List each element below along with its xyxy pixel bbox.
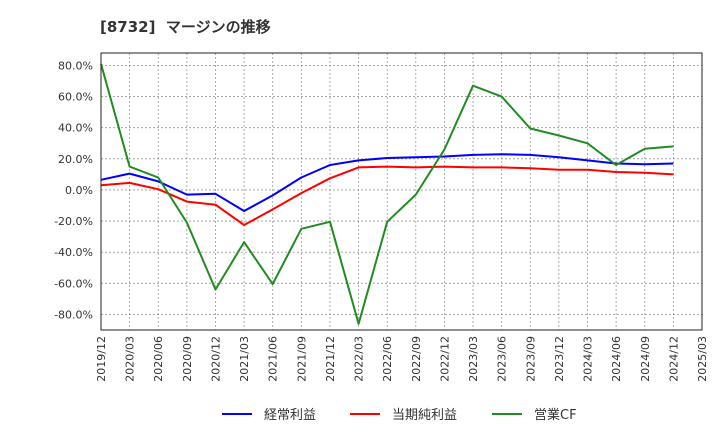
x-tick-label: 2020/03 bbox=[124, 336, 137, 382]
x-tick-label: 2022/12 bbox=[438, 336, 451, 382]
x-tick-label: 2023/12 bbox=[553, 336, 566, 382]
series-line-0 bbox=[100, 153, 674, 212]
legend-label-net-income: 当期純利益 bbox=[392, 408, 458, 423]
series-lines bbox=[100, 63, 674, 325]
x-tick-label: 2024/03 bbox=[582, 336, 595, 382]
series-line-2 bbox=[100, 63, 674, 325]
x-tick-label: 2020/12 bbox=[209, 336, 222, 382]
x-tick-label: 2020/06 bbox=[152, 336, 165, 382]
x-tick-label: 2022/09 bbox=[410, 336, 423, 382]
legend-item-net-income: 当期純利益 bbox=[350, 404, 457, 423]
x-tick-label: 2023/03 bbox=[467, 336, 480, 382]
legend-swatch-operating-cf bbox=[492, 412, 522, 415]
x-tick-label: 2022/03 bbox=[353, 336, 366, 382]
y-tick-label: 20.0% bbox=[58, 153, 93, 166]
x-tick-label: 2022/06 bbox=[381, 336, 394, 382]
legend-label-operating-cf: 営業CF bbox=[534, 408, 577, 423]
x-tick-label: 2024/06 bbox=[610, 336, 623, 382]
x-tick-label: 2021/03 bbox=[238, 336, 251, 382]
x-tick-label: 2024/12 bbox=[667, 336, 680, 382]
legend-swatch-ordinary-profit bbox=[222, 412, 252, 415]
y-tick-label: -40.0% bbox=[54, 246, 93, 259]
x-tick-label: 2019/12 bbox=[95, 336, 108, 382]
grid-lines bbox=[101, 53, 702, 330]
x-tick-label: 2025/03 bbox=[696, 336, 709, 382]
legend-swatch-net-income bbox=[350, 412, 380, 415]
x-tick-label: 2021/09 bbox=[295, 336, 308, 382]
x-tick-label: 2021/12 bbox=[324, 336, 337, 382]
y-tick-label: 60.0% bbox=[58, 91, 93, 104]
y-tick-label: -80.0% bbox=[54, 308, 93, 321]
y-tick-label: -60.0% bbox=[54, 277, 93, 290]
legend-item-operating-cf: 営業CF bbox=[492, 404, 577, 423]
y-tick-label: 80.0% bbox=[58, 59, 93, 72]
chart-title: [8732] マージンの推移 bbox=[100, 18, 271, 36]
y-tick-label: 40.0% bbox=[58, 122, 93, 135]
legend-label-ordinary-profit: 経常利益 bbox=[264, 408, 317, 423]
x-tick-label: 2023/09 bbox=[524, 336, 537, 382]
x-axis-tick-labels: 2019/12 2020/03 2020/06 2020/09 2020/12 2021/… bbox=[95, 336, 709, 382]
plot-area-frame bbox=[100, 52, 703, 331]
legend-item-ordinary-profit: 経常利益 bbox=[222, 404, 316, 423]
x-tick-label: 2020/09 bbox=[181, 336, 194, 382]
series-line-1 bbox=[100, 165, 674, 226]
y-tick-label: -20.0% bbox=[54, 215, 93, 228]
x-tick-label: 2024/09 bbox=[639, 336, 652, 382]
y-tick-label: 0.0% bbox=[65, 184, 93, 197]
y-axis-tick-labels: 80.0% 60.0% 40.0% 20.0% 0.0% -20.0% -40.0% -60.… bbox=[54, 59, 93, 321]
x-tick-label: 2021/06 bbox=[267, 336, 280, 382]
legend: 経常利益 当期純利益 営業CF bbox=[0, 404, 720, 428]
x-tick-label: 2023/06 bbox=[496, 336, 509, 382]
